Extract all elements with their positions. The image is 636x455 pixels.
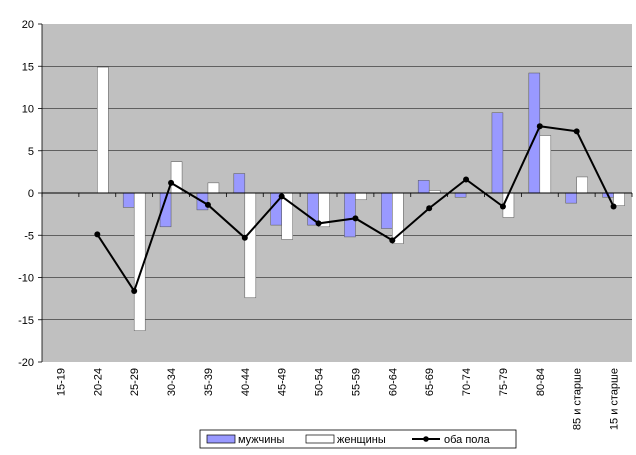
x-tick-label: 15-19	[55, 368, 67, 396]
y-tick-label: 5	[28, 146, 34, 158]
bar-men-5	[234, 174, 245, 193]
y-tick-label: 20	[22, 19, 34, 31]
bar-men-14	[566, 193, 577, 203]
bar-women-8	[355, 193, 366, 200]
x-tick-label: 35-39	[203, 368, 215, 396]
x-tick-label: 25-29	[129, 368, 141, 396]
point-both-1	[94, 231, 100, 237]
bar-women-15	[614, 193, 625, 206]
x-tick-label: 75-79	[498, 368, 510, 396]
legend-marker-both	[423, 436, 429, 442]
point-both-15	[611, 204, 617, 210]
point-both-12	[500, 204, 506, 210]
legend-label-men: мужчины	[238, 434, 284, 446]
y-tick-label: 15	[22, 61, 34, 73]
legend-swatch-men	[207, 435, 235, 443]
legend: мужчины женщины оба пола	[200, 430, 516, 448]
x-tick-label: 80-84	[535, 368, 547, 396]
point-both-7	[316, 220, 322, 226]
bar-women-14	[577, 177, 588, 193]
bar-men-8	[344, 193, 355, 237]
y-tick-label: -20	[18, 357, 34, 369]
point-both-14	[574, 128, 580, 134]
y-tick-label: 0	[28, 188, 34, 200]
bar-men-2	[123, 193, 134, 207]
point-both-13	[537, 123, 543, 129]
bar-men-12	[492, 113, 503, 193]
x-tick-label: 45-49	[277, 368, 289, 396]
y-tick-label: -5	[24, 230, 34, 242]
point-both-11	[463, 176, 469, 182]
x-tick-label: 15 и старше	[609, 368, 621, 430]
point-both-8	[352, 215, 358, 221]
point-both-10	[426, 205, 432, 211]
y-tick-labels: 20 15 10 5 0 -5 -10 -15 -20	[18, 19, 34, 369]
x-tick-label: 65-69	[424, 368, 436, 396]
x-tick-label: 40-44	[240, 368, 252, 396]
bar-women-5	[245, 193, 256, 298]
legend-label-both: оба пола	[444, 434, 491, 446]
bar-women-13	[540, 136, 551, 193]
point-both-4	[205, 202, 211, 208]
y-tick-label: 10	[22, 104, 34, 116]
bar-men-9	[381, 193, 392, 228]
bar-women-4	[208, 183, 219, 193]
bar-men-13	[529, 73, 540, 193]
y-tick-label: -10	[18, 273, 34, 285]
y-tick-label: -15	[18, 315, 34, 327]
legend-label-women: женщины	[337, 434, 386, 446]
point-both-9	[389, 237, 395, 243]
x-tick-label: 70-74	[461, 368, 473, 396]
bar-men-10	[418, 180, 429, 193]
bar-women-1	[97, 67, 108, 193]
point-both-3	[168, 180, 174, 186]
bar-men-11	[455, 193, 466, 197]
point-both-5	[242, 235, 248, 241]
x-tick-label: 30-34	[166, 368, 178, 396]
x-tick-label: 20-24	[92, 368, 104, 396]
legend-swatch-women	[306, 435, 334, 443]
x-tick-label: 55-59	[350, 368, 362, 396]
x-tick-label: 50-54	[314, 368, 326, 396]
x-tick-label: 60-64	[387, 368, 399, 396]
point-both-2	[131, 288, 137, 294]
x-tick-label: 85 и старше	[572, 368, 584, 430]
x-tick-labels: 15-19 20-24 25-29 30-34 35-39 40-44 45-49 50-54…	[55, 368, 620, 430]
point-both-6	[279, 193, 285, 199]
